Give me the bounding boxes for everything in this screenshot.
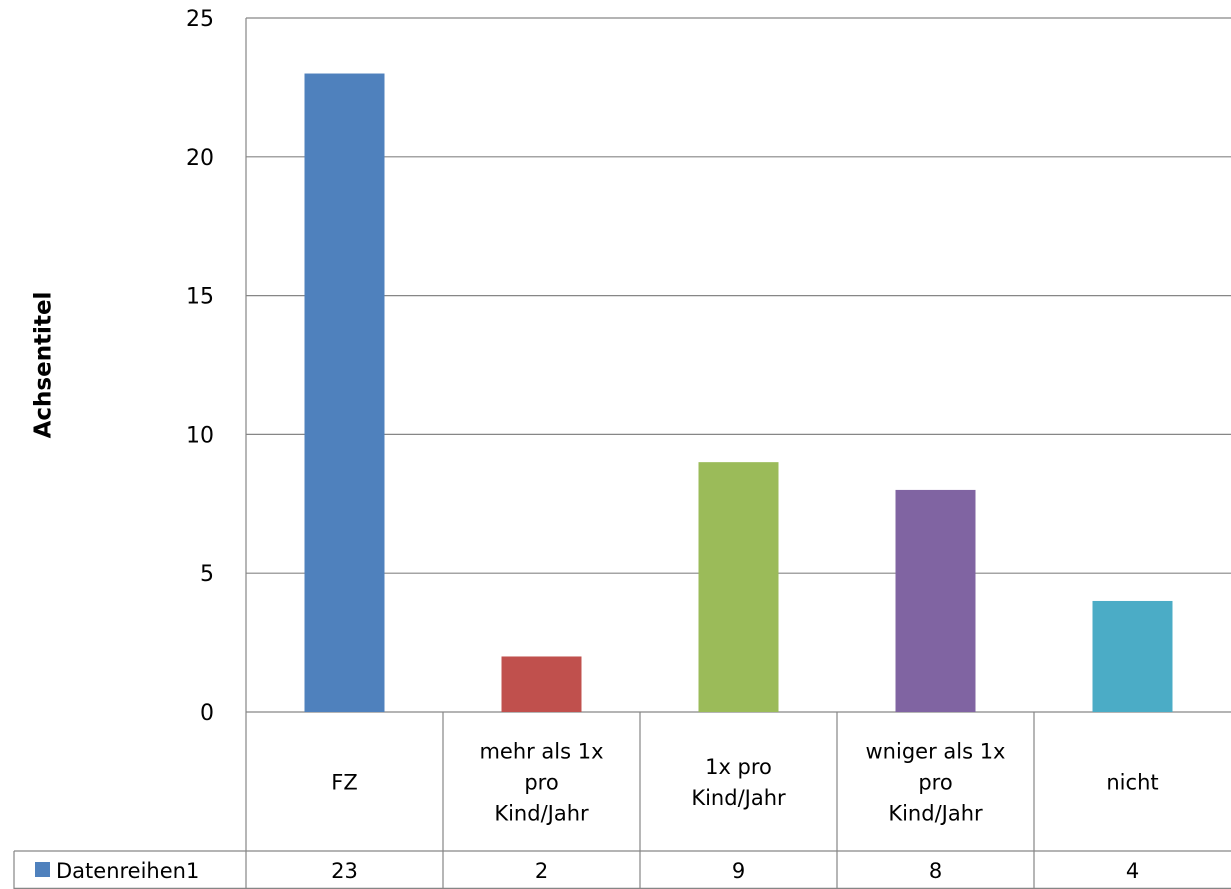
bar [895,489,976,712]
legend-key [35,862,50,877]
x-tick-label: 1x pro Kind/Jahr [691,755,786,810]
gridlines [245,17,1231,889]
legend-series-name: Datenreihen1 [56,859,199,883]
data-table-value: 4 [1126,859,1139,883]
x-tick-label: mehr als 1x pro Kind/Jahr [479,740,603,826]
y-tick-label: 15 [186,285,214,310]
bars [304,73,1173,712]
data-table-value: 2 [535,859,548,883]
bar [304,73,385,712]
bar [1092,600,1173,712]
data-table-value: 23 [331,859,358,883]
x-tick-label: wniger als 1x pro Kind/Jahr [866,740,1006,826]
y-tick-label: 25 [186,7,214,32]
data-table: FZ mehr als 1x pro Kind/Jahr 1x pro Kind/Jahr… [13,712,1231,889]
y-tick-label: 5 [200,562,214,587]
bar [698,462,779,712]
y-axis-title: Achsentitel [31,292,57,439]
y-tick-label: 10 [186,423,214,448]
y-tick-label: 20 [186,146,214,171]
bar [501,656,582,712]
data-table-value: 8 [929,859,942,883]
x-tick-label: FZ [331,771,357,795]
y-tick-label: 0 [200,701,214,726]
data-table-value: 9 [732,859,745,883]
y-tick-labels: 0 5 10 15 20 25 [186,7,214,726]
x-tick-label: nicht [1106,771,1158,795]
